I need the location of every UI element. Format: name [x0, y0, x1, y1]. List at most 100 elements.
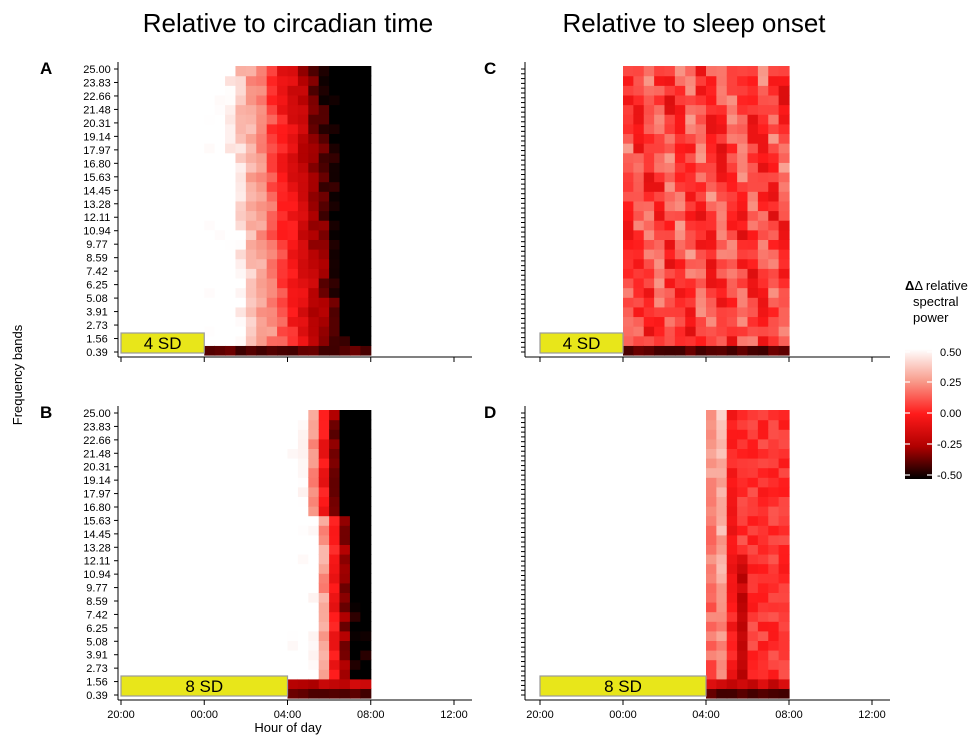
heatmap-cell [287, 486, 299, 497]
heatmap-cell [214, 152, 226, 163]
heatmap-cell [706, 525, 717, 536]
heatmap-cell [339, 335, 351, 346]
heatmap-cell [706, 181, 717, 192]
heatmap-cell [225, 94, 237, 106]
heatmap-cell [266, 268, 278, 279]
heatmap-cell [308, 306, 320, 318]
heatmap-cell [277, 326, 289, 337]
heatmap-cell [747, 335, 759, 346]
heatmap-cell [235, 249, 247, 260]
heatmap-cell [706, 563, 717, 574]
heatmap-cell [339, 287, 351, 298]
heatmap-cell [349, 335, 361, 346]
heatmap-cell [318, 191, 330, 202]
heatmap-cell [225, 200, 237, 212]
heatmap-cell [266, 85, 278, 96]
heatmap-cell [287, 220, 299, 231]
heatmap-cell [287, 133, 299, 144]
heatmap-cell [654, 287, 666, 298]
heatmap-cell [360, 220, 372, 231]
heatmap-cell [747, 114, 759, 125]
heatmap-cell [235, 287, 247, 298]
heatmap-cell [747, 611, 759, 622]
heatmap-cell [308, 429, 320, 440]
heatmap-cell [654, 326, 666, 337]
heatmap-cell [308, 611, 320, 622]
heatmap-cell [757, 592, 769, 603]
heatmap-cell [287, 239, 299, 250]
heatmap-cell [287, 477, 299, 488]
heatmap-cell [737, 554, 749, 565]
heatmap-cell [256, 277, 268, 289]
heatmap-cell [706, 94, 717, 106]
heatmap-cell [266, 133, 278, 144]
heatmap-cell [297, 429, 309, 440]
heatmap-cell [225, 181, 237, 192]
heatmap-cell [225, 345, 237, 356]
heatmap-cell [726, 477, 738, 488]
heatmap-cell [214, 191, 226, 202]
heatmap-cell [726, 563, 738, 574]
heatmap-cell [204, 66, 216, 77]
heatmap-cell [643, 335, 655, 346]
heatmap-cell [225, 162, 237, 173]
heatmap-cell [674, 66, 686, 77]
heatmap-cell [235, 123, 247, 135]
heatmap-cell [706, 200, 717, 212]
heatmap-cell [349, 582, 361, 593]
heatmap-cell [747, 229, 759, 240]
heatmap-cell [297, 143, 309, 154]
heatmap-cell [349, 268, 361, 279]
heatmap-cell [643, 287, 655, 298]
heatmap-cell [778, 191, 790, 202]
heatmap-cell [654, 104, 666, 115]
heatmap-cell [706, 104, 717, 115]
heatmap-cell [287, 582, 299, 593]
heatmap-cell [204, 258, 216, 269]
y-tick-label: 10.94 [83, 226, 111, 238]
heatmap-cell [360, 477, 372, 488]
heatmap-cell [287, 515, 299, 526]
heatmap-cell [235, 75, 247, 86]
heatmap-cell [726, 650, 738, 661]
heatmap-cell [318, 335, 330, 346]
heatmap-cell [726, 143, 738, 154]
heatmap-cell [706, 640, 717, 651]
heatmap-cell [695, 306, 707, 318]
heatmap-cell [685, 335, 697, 346]
heatmap-cell [308, 249, 320, 260]
heatmap-cell [235, 306, 247, 318]
heatmap-cell [633, 152, 645, 163]
heatmap-cell [778, 335, 790, 346]
heatmap-cell [685, 277, 697, 289]
heatmap-cell [349, 181, 361, 192]
heatmap-cell [318, 306, 330, 318]
heatmap-cell [204, 287, 216, 298]
heatmap-cell [768, 239, 780, 250]
heatmap-cell [747, 496, 759, 507]
heatmap-cell [695, 229, 707, 240]
heatmap-cell [664, 277, 676, 289]
heatmap-cell [778, 297, 790, 308]
heatmap-cell [214, 345, 226, 356]
heatmap-cell [349, 621, 361, 632]
heatmap-cell [757, 239, 769, 250]
heatmap-cell [695, 345, 707, 356]
color-legend: ΔΔ relative spectral power 0.50 0.25 0.0… [905, 278, 968, 482]
y-tick-label: 17.97 [83, 489, 111, 501]
heatmap-cell [757, 229, 769, 240]
heatmap-cell [245, 239, 257, 250]
heatmap-cell [297, 602, 309, 613]
heatmap-cell [349, 152, 361, 163]
heatmap-cell [277, 191, 289, 202]
heatmap-cell [349, 316, 361, 327]
heatmap-cell [726, 171, 738, 183]
heatmap-cell [778, 94, 790, 106]
heatmap-cell [308, 181, 320, 192]
heatmap-cell [214, 249, 226, 260]
heatmap-cell [339, 104, 351, 115]
heatmap-cell [623, 277, 634, 289]
heatmap-cell [297, 287, 309, 298]
heatmap-cell [706, 171, 717, 183]
heatmap-cell [318, 678, 330, 689]
